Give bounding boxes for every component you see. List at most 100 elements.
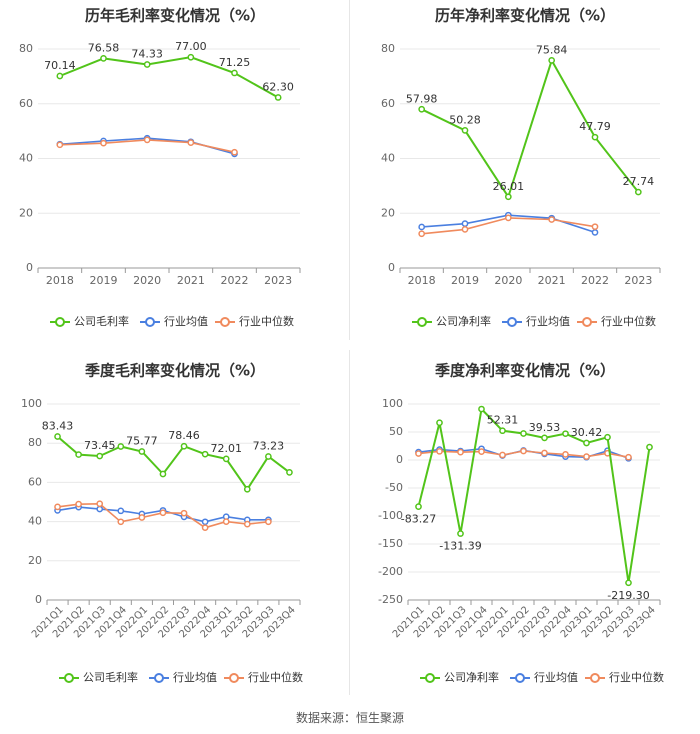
data-point [541, 449, 548, 457]
data-point [591, 133, 599, 141]
data-point [499, 451, 506, 459]
data-point [231, 148, 238, 156]
data-point [436, 447, 443, 455]
data-point [591, 223, 599, 231]
legend-marker [64, 673, 74, 683]
legend-marker [507, 317, 517, 327]
data-point [457, 448, 464, 456]
y-tick-label: 20 [28, 554, 42, 567]
x-tick-label: 2021 [177, 274, 205, 287]
y-tick-label: 80 [28, 436, 42, 449]
data-point [625, 453, 632, 461]
y-tick-label: 40 [28, 515, 42, 528]
data-label: 47.79 [579, 120, 611, 133]
vertical-divider-top [349, 0, 350, 340]
y-tick-label: 60 [19, 97, 33, 110]
legend-label: 行业中位数 [248, 670, 303, 684]
data-label: 73.23 [253, 439, 285, 452]
y-tick-label: -100 [378, 509, 403, 522]
chart-title-1: 历年毛利率变化情况（%） [85, 7, 265, 25]
data-label: 76.58 [88, 41, 120, 54]
data-label: 70.14 [44, 59, 76, 72]
x-tick-label: 2023 [624, 274, 652, 287]
x-tick-label: 2023 [264, 274, 292, 287]
legend-marker [145, 317, 155, 327]
data-point [415, 503, 422, 510]
x-tick-label: 2020 [133, 274, 161, 287]
data-point [138, 448, 146, 455]
chart-title-3: 季度毛利率变化情况（%） [85, 362, 265, 380]
data-point [478, 405, 485, 413]
y-tick-label: 60 [381, 97, 395, 110]
y-tick-label: -50 [385, 481, 403, 494]
data-point [418, 230, 426, 238]
legend-label: 公司毛利率 [74, 314, 129, 328]
data-label: 52.31 [487, 414, 519, 427]
data-point [504, 193, 512, 201]
data-point [504, 214, 512, 222]
data-point [604, 433, 611, 441]
data-point [56, 72, 64, 80]
data-point [100, 55, 107, 62]
data-label: 30.42 [571, 426, 603, 439]
data-point [548, 57, 556, 64]
data-point [201, 524, 209, 532]
y-tick-label: 80 [381, 42, 395, 55]
x-tick-label: 2019 [90, 274, 118, 287]
y-tick-label: 60 [28, 475, 42, 488]
data-point [75, 451, 82, 458]
data-point [461, 226, 469, 233]
data-point [56, 141, 64, 149]
data-point [548, 216, 556, 223]
data-point [634, 188, 642, 196]
data-point [265, 518, 272, 526]
data-point [562, 430, 569, 438]
data-label: 71.25 [219, 56, 251, 69]
data-point [180, 509, 188, 517]
data-point [265, 453, 272, 460]
y-tick-label: -250 [378, 593, 403, 606]
y-tick-label: -200 [378, 565, 403, 578]
data-label: 77.00 [175, 40, 207, 53]
y-tick-label: 0 [396, 453, 403, 466]
data-label: 74.33 [131, 48, 163, 61]
data-point [96, 505, 104, 513]
data-point [562, 451, 569, 458]
data-point [457, 530, 464, 537]
data-point [117, 518, 125, 526]
data-point [461, 220, 469, 228]
data-point [520, 430, 527, 437]
data-point [461, 127, 469, 134]
legend-label: 公司毛利率 [83, 670, 138, 684]
legend-label: 行业均值 [526, 315, 570, 328]
data-point [187, 139, 195, 146]
data-point [418, 223, 426, 231]
legend-label: 公司净利率 [436, 314, 491, 328]
y-tick-label: 0 [26, 261, 33, 274]
data-point [243, 520, 251, 528]
data-point [591, 229, 599, 236]
data-label: 83.43 [42, 419, 74, 432]
y-tick-label: 100 [382, 397, 403, 410]
legend-marker [515, 673, 525, 683]
data-label: -219.30 [607, 589, 649, 602]
data-point [274, 94, 282, 101]
data-label: 50.28 [449, 113, 481, 126]
data-point [499, 427, 506, 435]
legend-marker [582, 317, 592, 327]
y-tick-label: 80 [19, 42, 33, 55]
data-point [201, 518, 209, 526]
data-label: 57.98 [406, 92, 438, 105]
data-label: 73.45 [84, 439, 116, 452]
y-tick-label: 50 [389, 425, 403, 438]
series-line-1 [421, 57, 640, 200]
data-point [100, 139, 107, 147]
legend-label: 公司净利率 [444, 670, 499, 684]
legend-label: 行业均值 [164, 315, 208, 328]
y-tick-label: 40 [19, 152, 33, 165]
x-tick-label: 2021 [538, 274, 566, 287]
x-tick-label: 2022 [221, 274, 249, 287]
data-label: -83.27 [401, 513, 436, 526]
legend-marker [590, 673, 600, 683]
